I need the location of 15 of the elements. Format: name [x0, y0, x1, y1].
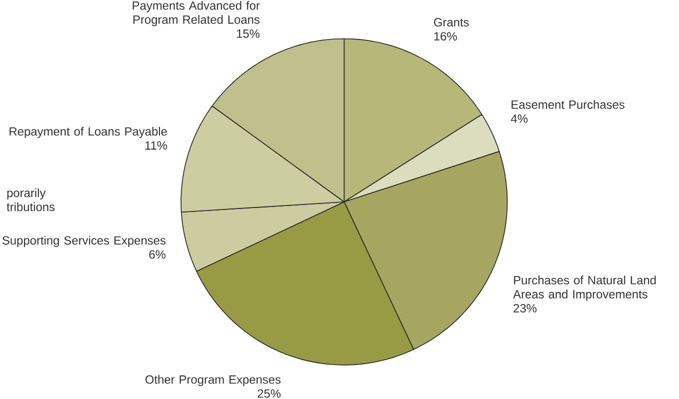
data-label: 16% [434, 32, 457, 41]
slice-label: Repayment of Loans Payable [10, 126, 167, 138]
data-label: 6% [149, 250, 166, 259]
slice-label: Payments Advanced for Program Related Loans [132, 1, 260, 26]
slice-label: Supporting Services Expenses [2, 236, 166, 248]
data-label: 11% [145, 141, 168, 150]
slice-label: Purchases of Natural Land Areas and Improvements [513, 276, 656, 301]
data-label: 4% [510, 114, 528, 123]
data-label: 23% [514, 304, 537, 313]
slice-label: Other Program Expenses [145, 375, 281, 386]
text: porarily tributions [6, 188, 55, 212]
data-label: 25% [258, 389, 281, 398]
data-label: 15% [236, 30, 260, 38]
slice-label: Easement Purchases [512, 100, 624, 109]
slice-label: Grants [434, 18, 469, 27]
